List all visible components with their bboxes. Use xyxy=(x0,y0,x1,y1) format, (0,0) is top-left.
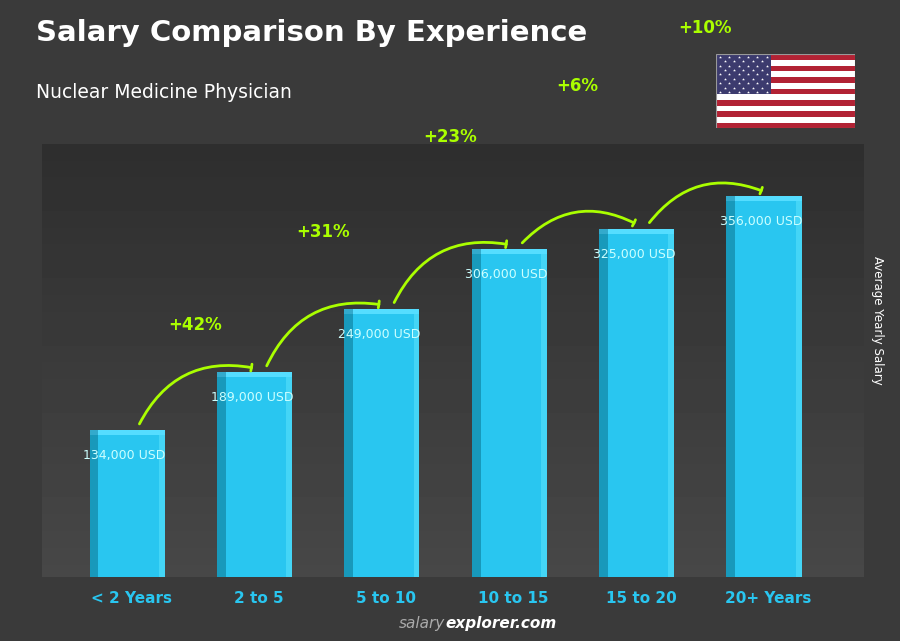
Text: +23%: +23% xyxy=(423,128,477,146)
Text: 306,000 USD: 306,000 USD xyxy=(465,268,548,281)
Bar xyxy=(345,309,353,314)
Bar xyxy=(726,196,735,201)
Bar xyxy=(716,66,855,72)
Bar xyxy=(716,60,855,66)
Bar xyxy=(716,122,855,128)
Bar xyxy=(735,196,802,201)
Bar xyxy=(226,378,292,577)
Bar xyxy=(716,106,855,111)
Bar xyxy=(472,254,481,577)
Bar xyxy=(796,201,802,577)
Bar xyxy=(716,117,855,122)
Bar xyxy=(716,83,855,88)
Bar xyxy=(716,54,771,94)
Text: Nuclear Medicine Physician: Nuclear Medicine Physician xyxy=(36,83,292,103)
Bar xyxy=(716,88,855,94)
Text: explorer.com: explorer.com xyxy=(446,617,557,631)
Bar xyxy=(353,314,419,577)
Bar xyxy=(669,234,674,577)
Bar xyxy=(481,249,547,254)
Bar xyxy=(345,314,353,577)
Bar xyxy=(716,94,855,100)
Text: Average Yearly Salary: Average Yearly Salary xyxy=(871,256,884,385)
Bar xyxy=(98,435,165,577)
Bar xyxy=(217,372,226,378)
Bar xyxy=(472,249,481,254)
Bar xyxy=(599,234,608,577)
Bar xyxy=(159,435,165,577)
Bar xyxy=(286,378,292,577)
Text: 134,000 USD: 134,000 USD xyxy=(83,449,166,462)
Bar xyxy=(217,378,226,577)
Bar xyxy=(716,54,855,60)
Bar xyxy=(89,435,98,577)
Bar xyxy=(716,111,855,117)
Text: +31%: +31% xyxy=(296,222,349,240)
Bar xyxy=(716,100,855,106)
Bar xyxy=(353,309,419,314)
Bar xyxy=(226,372,292,378)
Text: Salary Comparison By Experience: Salary Comparison By Experience xyxy=(36,19,587,47)
Bar xyxy=(608,229,674,234)
Text: 189,000 USD: 189,000 USD xyxy=(211,391,293,404)
Bar xyxy=(414,314,419,577)
Bar xyxy=(541,254,547,577)
Bar xyxy=(599,229,608,234)
Bar xyxy=(98,430,165,435)
Text: 325,000 USD: 325,000 USD xyxy=(593,248,675,261)
Bar xyxy=(716,77,855,83)
Bar xyxy=(608,234,674,577)
Text: 356,000 USD: 356,000 USD xyxy=(720,215,803,228)
Bar xyxy=(735,201,802,577)
Text: +42%: +42% xyxy=(168,316,222,334)
Bar xyxy=(89,430,98,435)
Text: salary: salary xyxy=(400,617,446,631)
Text: +10%: +10% xyxy=(678,19,732,37)
Text: 249,000 USD: 249,000 USD xyxy=(338,328,420,341)
Text: +6%: +6% xyxy=(556,78,599,96)
Bar xyxy=(716,72,855,77)
Bar xyxy=(481,254,547,577)
Bar xyxy=(726,201,735,577)
